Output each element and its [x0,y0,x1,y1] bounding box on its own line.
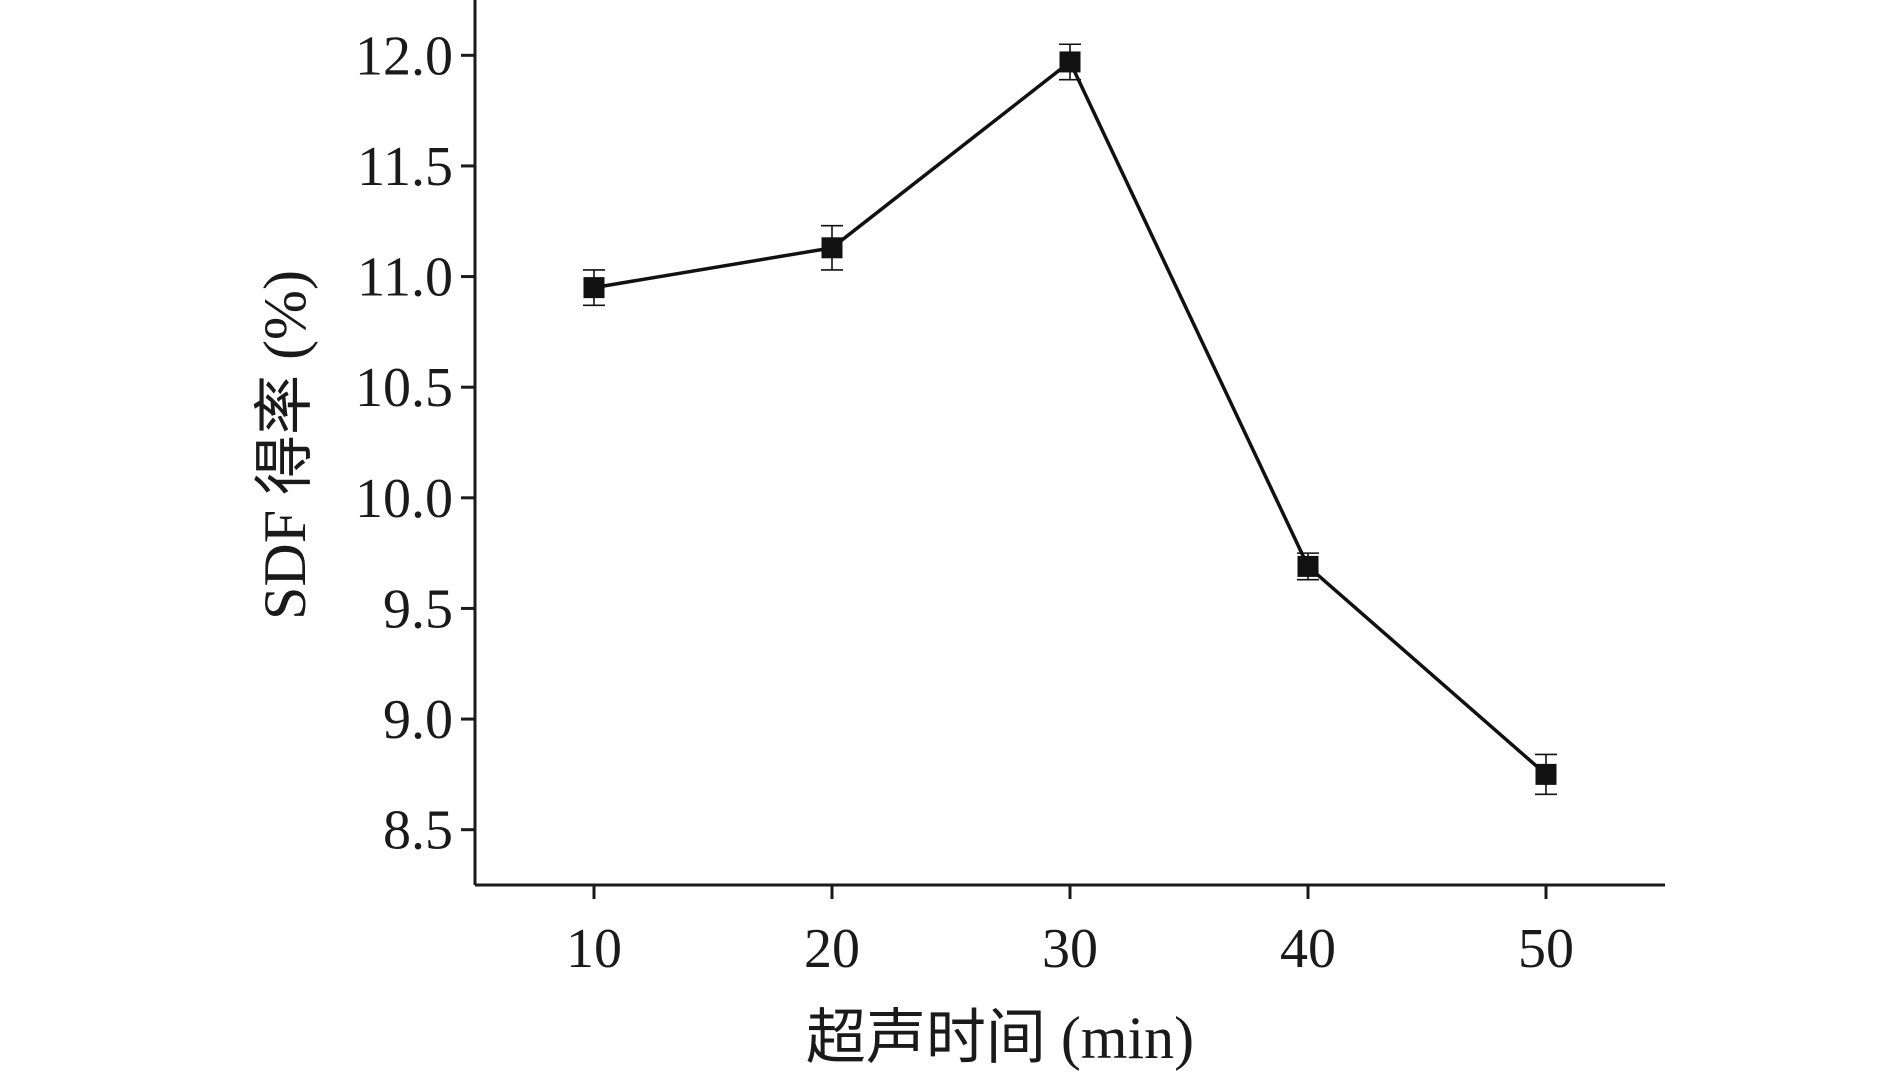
y-tick-label: 10.5 [355,357,453,419]
x-tick-label: 40 [1280,918,1336,980]
x-tick-label: 30 [1042,918,1098,980]
y-tick-label: 9.0 [383,689,453,751]
x-tick-label: 50 [1518,918,1574,980]
x-axis-title: 超声时间 (min) [806,1005,1194,1071]
data-point [1535,763,1557,785]
data-point [1297,555,1319,577]
y-tick-label: 12.0 [355,25,453,87]
x-tick-label: 10 [566,918,622,980]
data-point [583,277,605,299]
y-tick-label: 11.5 [357,136,453,198]
series-polyline [593,59,1548,776]
y-tick-label: 9.5 [383,578,453,640]
error-bars [583,43,1557,796]
series-line [593,59,1548,776]
y-tick-label: 10.0 [355,468,453,530]
data-point [821,237,843,259]
x-tick-label: 20 [804,918,860,980]
y-tick-label: 11.0 [357,247,453,309]
data-markers [583,51,1557,785]
y-axis-title: SDF 得率 (%) [252,270,318,620]
axes: 8.5 9.0 9.5 10.0 10.5 11.0 11.5 12.0 10 20 30 40 50 [355,0,1665,980]
y-tick-label: 8.5 [383,800,453,862]
data-point [1059,51,1081,73]
